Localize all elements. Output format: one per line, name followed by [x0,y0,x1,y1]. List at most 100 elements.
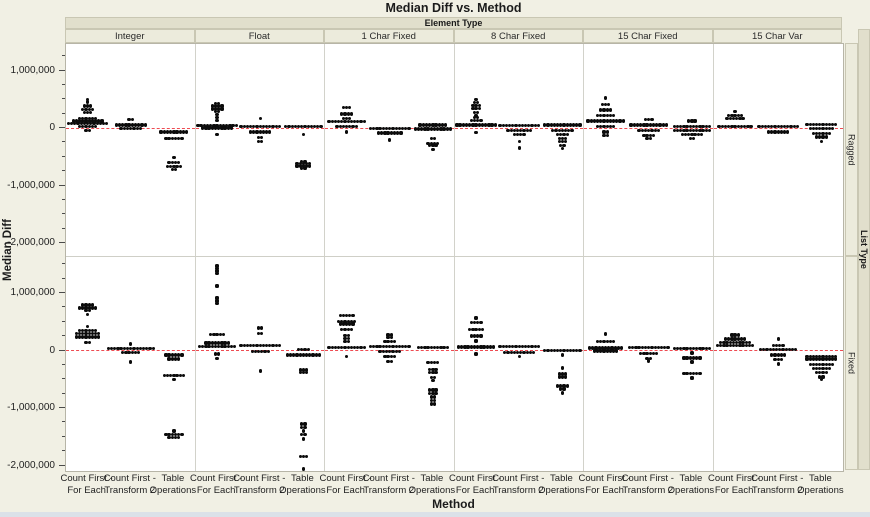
data-point[interactable] [731,116,736,120]
data-point[interactable] [255,124,259,128]
data-point[interactable] [256,332,261,336]
data-point[interactable] [688,371,692,376]
data-point[interactable] [479,345,483,349]
data-point[interactable] [423,345,427,350]
data-point[interactable] [517,344,521,349]
data-point[interactable] [783,130,787,134]
data-point[interactable] [81,124,85,128]
data-point[interactable] [698,356,702,360]
data-point[interactable] [404,126,408,131]
data-point[interactable] [818,370,822,374]
data-point[interactable] [258,369,262,373]
data-point[interactable] [560,129,565,133]
data-point[interactable] [218,123,222,128]
data-point[interactable] [784,348,788,352]
data-point[interactable] [394,344,398,349]
data-point[interactable] [231,123,235,128]
data-point[interactable] [210,126,214,130]
data-point[interactable] [378,344,382,349]
data-point[interactable] [261,124,266,128]
data-point[interactable] [605,349,609,353]
data-point[interactable] [87,306,91,310]
data-point[interactable] [637,345,641,350]
data-point[interactable] [595,349,600,353]
data-point[interactable] [687,133,691,137]
data-point[interactable] [197,344,202,349]
data-point[interactable] [93,124,98,128]
data-point[interactable] [386,336,390,340]
data-point[interactable] [304,368,309,372]
data-point[interactable] [81,116,85,120]
data-point[interactable] [399,131,403,135]
data-point[interactable] [336,119,341,124]
data-point[interactable] [509,129,513,133]
data-point[interactable] [298,161,302,166]
data-point[interactable] [97,335,101,339]
data-point[interactable] [707,128,712,132]
data-point[interactable] [218,332,222,336]
data-point[interactable] [472,345,477,349]
data-point[interactable] [428,370,432,374]
data-point[interactable] [744,340,748,345]
data-point[interactable] [695,356,699,360]
data-point[interactable] [301,454,306,458]
data-point[interactable] [175,164,179,169]
data-point[interactable] [741,116,745,120]
data-point[interactable] [645,137,649,141]
data-point[interactable] [90,303,95,307]
data-point[interactable] [122,126,126,131]
data-point[interactable] [140,123,144,127]
data-point[interactable] [352,345,357,350]
data-point[interactable] [814,370,819,374]
data-point[interactable] [808,354,812,358]
data-point[interactable] [143,123,147,127]
data-point[interactable] [514,344,518,349]
data-point[interactable] [679,347,683,351]
data-point[interactable] [661,123,665,127]
data-point[interactable] [691,356,696,360]
data-point[interactable] [766,130,771,134]
data-point[interactable] [522,133,526,137]
data-point[interactable] [719,344,723,348]
data-point[interactable] [316,125,320,129]
data-point[interactable] [220,104,224,108]
data-point[interactable] [341,116,346,120]
data-point[interactable] [344,116,349,120]
data-point[interactable] [298,353,302,357]
data-point[interactable] [821,122,825,127]
data-point[interactable] [301,353,306,357]
data-point[interactable] [213,352,218,356]
data-point[interactable] [690,360,694,364]
data-point[interactable] [221,123,226,128]
data-point[interactable] [560,375,565,379]
data-point[interactable] [217,101,221,105]
data-point[interactable] [378,349,382,354]
data-point[interactable] [781,348,785,352]
data-point[interactable] [349,327,354,331]
data-point[interactable] [528,129,533,133]
data-point[interactable] [432,375,437,380]
data-point[interactable] [629,123,633,127]
data-point[interactable] [69,121,74,125]
data-point[interactable] [432,360,437,365]
data-point[interactable] [811,366,816,370]
data-point[interactable] [431,378,435,382]
data-point[interactable] [474,328,478,332]
data-point[interactable] [245,344,250,348]
data-point[interactable] [391,126,395,131]
data-point[interactable] [434,144,438,148]
data-point[interactable] [640,345,644,350]
data-point[interactable] [165,373,170,377]
data-point[interactable] [627,345,632,350]
data-point[interactable] [421,123,425,127]
data-point[interactable] [571,123,576,127]
data-point[interactable] [256,349,261,354]
data-point[interactable] [565,132,569,136]
data-point[interactable] [82,110,87,115]
data-point[interactable] [466,345,470,349]
data-point[interactable] [824,362,828,366]
data-point[interactable] [552,123,557,127]
data-point[interactable] [562,143,566,147]
data-point[interactable] [827,357,832,361]
data-point[interactable] [814,122,819,127]
